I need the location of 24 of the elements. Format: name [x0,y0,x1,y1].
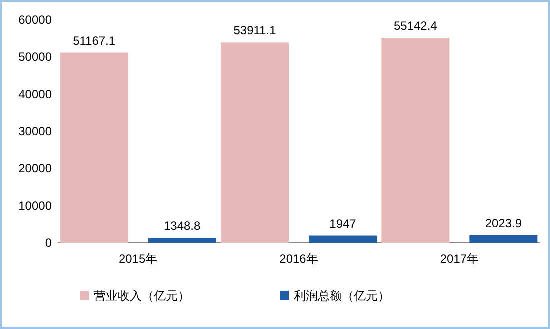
legend-label: 利润总额（亿元） [294,289,390,303]
bar [221,42,289,243]
x-tick-label: 2017年 [440,252,480,266]
x-tick-label: 2015年 [118,252,158,266]
bar [470,235,538,243]
y-tick-label: 0 [45,236,52,250]
y-tick-label: 10000 [18,198,52,213]
y-tick-label: 50000 [18,50,52,64]
y-tick-label: 40000 [18,87,52,102]
bar [309,236,377,243]
x-tick-label: 2016年 [280,252,318,266]
bar [148,238,216,243]
bar [60,52,128,243]
bar [382,38,450,243]
data-label: 53911.1 [234,24,277,38]
data-label: 2023.9 [485,216,522,230]
data-label: 55142.4 [394,19,438,34]
data-label: 51167.1 [73,34,116,48]
data-label: 1947 [330,216,357,231]
y-tick-label: 60000 [18,13,52,27]
legend-label: 营业收入（亿元） [94,289,190,303]
y-tick-label: 30000 [18,124,52,138]
data-label: 1348.8 [164,218,202,233]
y-tick-label: 20000 [18,162,52,176]
